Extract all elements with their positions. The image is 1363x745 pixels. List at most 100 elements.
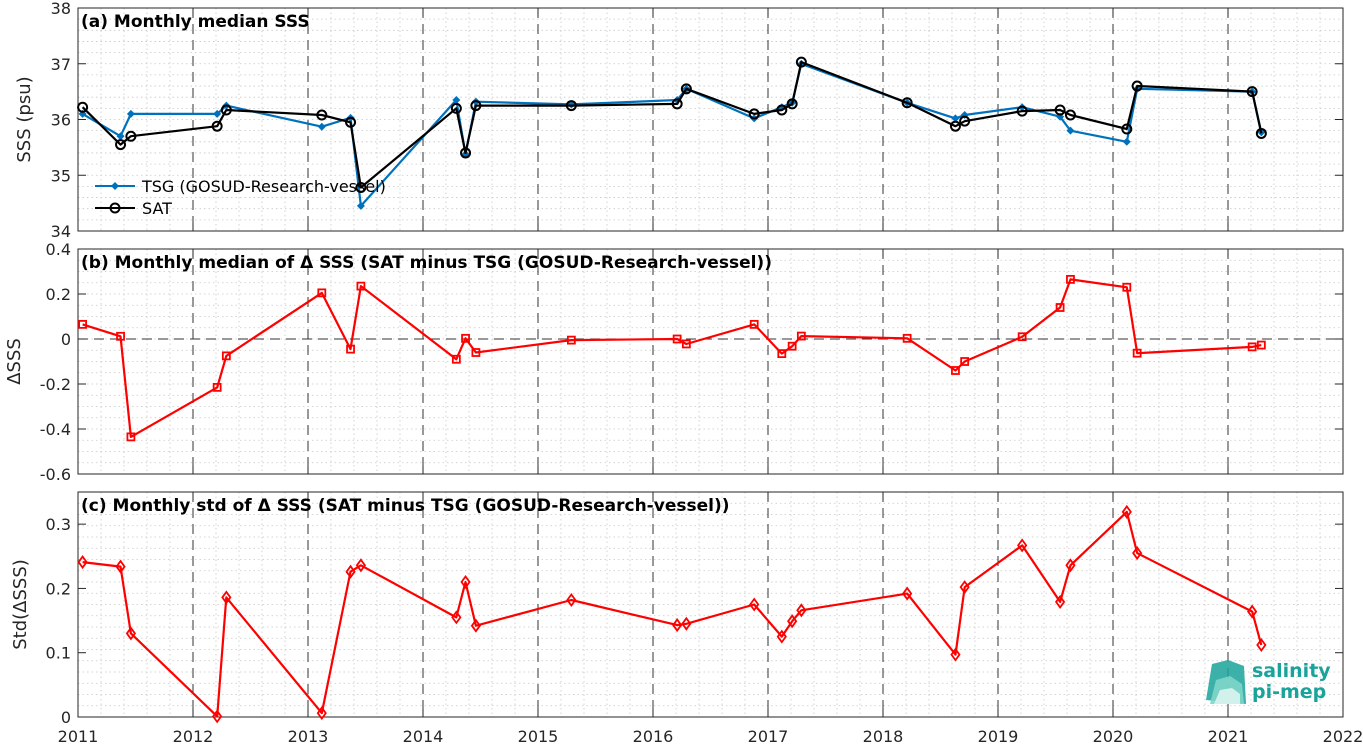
grid bbox=[78, 492, 1343, 717]
data-point bbox=[317, 122, 326, 131]
data-point bbox=[680, 83, 692, 95]
data-point bbox=[1122, 137, 1131, 146]
data-point bbox=[902, 586, 913, 601]
y-tick-label: 0.2 bbox=[46, 579, 71, 598]
data-point bbox=[212, 709, 223, 724]
data-point bbox=[1255, 127, 1267, 139]
panel-title: (c) Monthly std of Δ SSS (SAT minus TSG … bbox=[81, 496, 729, 516]
logo-line1: salinity bbox=[1252, 660, 1331, 682]
data-point bbox=[776, 104, 788, 116]
data-point bbox=[126, 109, 135, 118]
data-point bbox=[115, 559, 126, 574]
data-point bbox=[1065, 558, 1076, 573]
axes-box bbox=[77, 491, 1344, 718]
data-point bbox=[77, 101, 89, 113]
data-point bbox=[211, 120, 223, 132]
y-tick-label: 0.2 bbox=[46, 285, 71, 304]
series-1 bbox=[77, 56, 1267, 194]
data-point bbox=[115, 139, 127, 151]
legend-sat-label: SAT bbox=[142, 199, 172, 218]
data-point bbox=[213, 109, 222, 118]
x-tick-label: 2012 bbox=[173, 727, 214, 745]
data-point bbox=[902, 333, 912, 343]
data-point bbox=[356, 281, 366, 291]
data-point bbox=[672, 334, 682, 344]
data-point bbox=[1066, 274, 1075, 284]
data-point bbox=[949, 120, 961, 132]
data-point bbox=[672, 618, 683, 633]
data-point bbox=[1246, 86, 1258, 98]
salinity-pi-mep-logo: salinity pi-mep bbox=[1206, 660, 1331, 704]
axes-box bbox=[77, 248, 1344, 475]
y-tick-label: 0.4 bbox=[46, 240, 71, 259]
legend-tsg-label: TSG (GOSUD-Research-vessel) bbox=[141, 177, 386, 196]
data-point bbox=[1132, 348, 1142, 358]
x-tick-label: 2020 bbox=[1093, 727, 1134, 745]
series-line bbox=[81, 60, 1263, 189]
y-tick-label: 36 bbox=[51, 111, 71, 130]
data-point bbox=[1055, 303, 1065, 312]
data-point bbox=[220, 104, 232, 116]
panel-a-monthly-median-sss: 34 35 36 37 38 SSS (psu) (a) Monthly median SS… bbox=[14, 0, 1344, 241]
data-point bbox=[1016, 105, 1028, 117]
data-point bbox=[450, 102, 462, 114]
data-point bbox=[1054, 594, 1066, 609]
data-point bbox=[1017, 538, 1028, 553]
y-tick-label: 0.1 bbox=[46, 644, 71, 663]
data-point bbox=[355, 558, 367, 573]
data-point bbox=[960, 357, 970, 366]
data-point bbox=[787, 341, 797, 351]
y-axis-label: SSS (psu) bbox=[14, 76, 35, 162]
y-axis-label: Std(ΔSSS) bbox=[10, 559, 31, 650]
data-point bbox=[355, 182, 367, 194]
series-line bbox=[82, 62, 1263, 207]
data-point bbox=[316, 706, 327, 721]
data-point bbox=[749, 597, 760, 612]
data-point bbox=[1121, 123, 1133, 135]
x-tick-label: 2011 bbox=[58, 727, 99, 745]
data-point bbox=[749, 319, 759, 329]
data-point bbox=[1122, 282, 1132, 292]
panel-title: (a) Monthly median SSS bbox=[81, 12, 310, 32]
data-point bbox=[451, 354, 461, 364]
data-point bbox=[78, 319, 87, 329]
y-tick-label: -0.2 bbox=[40, 375, 71, 394]
y-tick-label: 37 bbox=[51, 55, 71, 74]
data-point bbox=[345, 116, 357, 128]
data-point bbox=[460, 147, 472, 159]
data-point bbox=[1064, 109, 1076, 121]
data-point bbox=[126, 432, 136, 442]
series-line bbox=[82, 278, 1262, 438]
x-tick-label: 2017 bbox=[748, 727, 789, 745]
data-point bbox=[796, 331, 806, 341]
grid bbox=[78, 8, 1343, 231]
data-point bbox=[1066, 126, 1075, 135]
x-tick-label: 2022 bbox=[1323, 727, 1363, 745]
data-point bbox=[671, 98, 683, 110]
panel-c-monthly-std-delta-sss: 0 0.1 0.2 0.3 2011 2012 2013 2014 2015 2016 2017 20… bbox=[10, 491, 1363, 745]
data-point bbox=[1256, 637, 1267, 653]
y-tick-label: 38 bbox=[51, 0, 71, 18]
data-point bbox=[565, 100, 577, 112]
data-point bbox=[221, 590, 232, 605]
y-tick-label: 35 bbox=[51, 166, 71, 185]
data-point bbox=[460, 574, 471, 590]
panel-title: (b) Monthly median of Δ SSS (SAT minus T… bbox=[81, 253, 772, 273]
data-point bbox=[786, 98, 798, 110]
data-point bbox=[681, 339, 691, 349]
data-point bbox=[777, 349, 787, 359]
x-tick-label: 2013 bbox=[288, 727, 329, 745]
data-point bbox=[901, 97, 913, 109]
data-point bbox=[116, 132, 125, 141]
data-point bbox=[681, 616, 692, 631]
data-point bbox=[356, 201, 365, 210]
series-line bbox=[82, 510, 1263, 718]
x-tick-label: 2015 bbox=[518, 727, 559, 745]
series-0 bbox=[78, 274, 1266, 442]
data-point bbox=[951, 114, 960, 123]
data-point bbox=[951, 366, 960, 375]
y-tick-label: 34 bbox=[51, 222, 71, 241]
panel-b-monthly-median-delta-sss: -0.6 -0.4 -0.2 0 0.2 0.4 ΔSSS (b) Monthly media… bbox=[4, 240, 1344, 484]
data-point bbox=[1256, 340, 1266, 350]
